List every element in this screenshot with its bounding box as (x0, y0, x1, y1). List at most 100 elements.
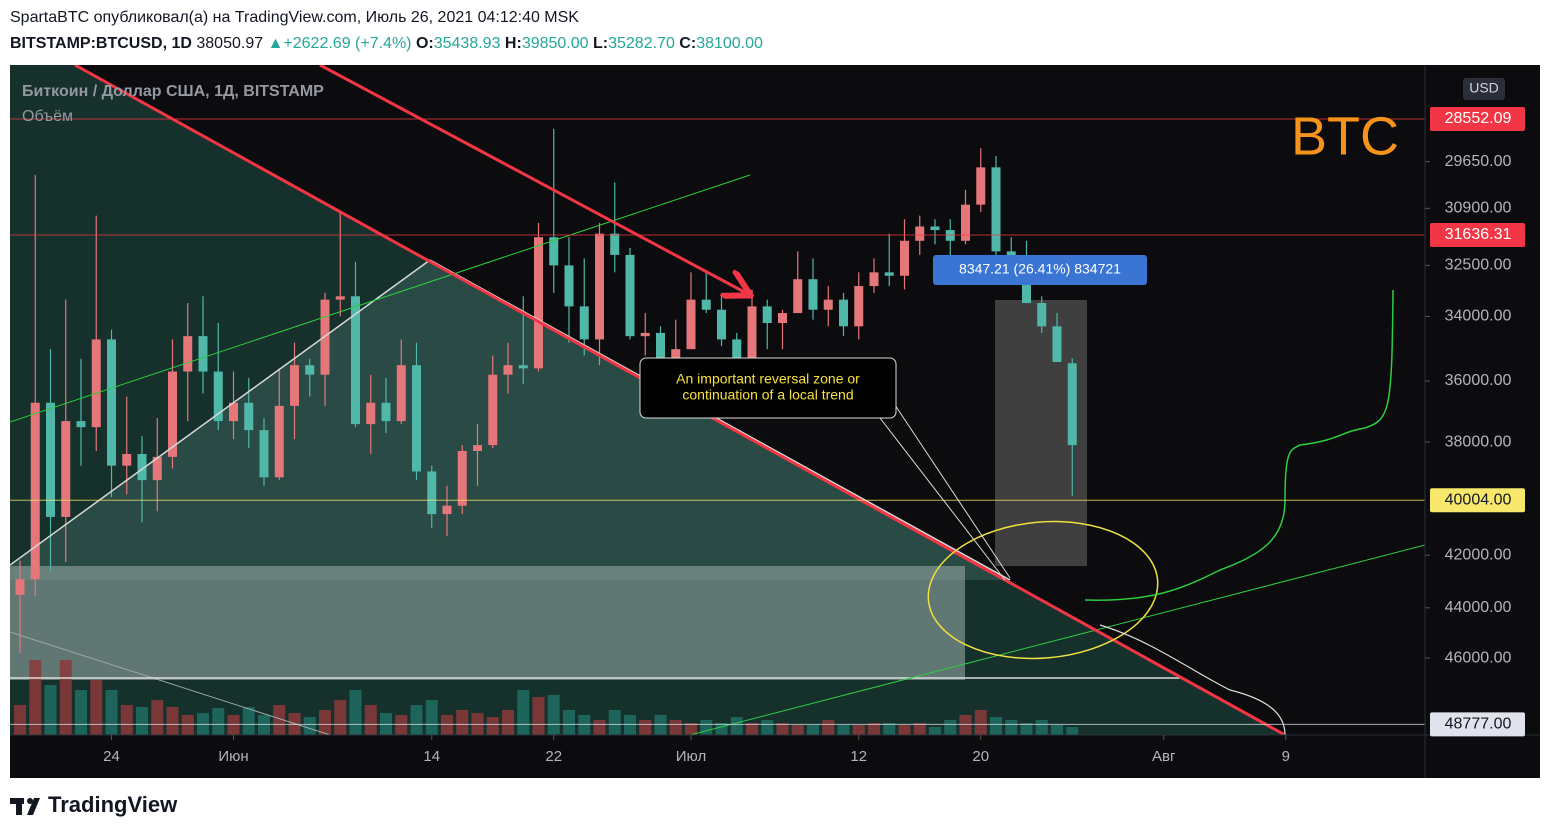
volume-bar (1020, 723, 1033, 735)
ohlc-label: L: (593, 35, 608, 52)
green-line (689, 544, 1425, 735)
candle-body (503, 365, 513, 375)
candle-body (290, 365, 299, 406)
y-tick-label: 44000.00 (1445, 599, 1512, 616)
volume-bar (258, 715, 270, 735)
candle-body (91, 339, 101, 428)
volume-bar (837, 725, 850, 735)
measure-label-box (933, 255, 1147, 285)
y-tick-label: 32500.00 (1445, 257, 1512, 274)
ohlc-value: 35282.70 (608, 35, 675, 52)
candle-body (473, 445, 482, 452)
arrow: ▲ (268, 35, 284, 52)
volume-bar (517, 690, 530, 735)
volume-bar (75, 690, 87, 735)
volume-bar (14, 705, 26, 735)
symbol-line: BITSTAMP:BTCUSD, 1D 38050.97 ▲+2622.69 (… (10, 35, 763, 52)
volume-bar (273, 705, 286, 735)
ohlc-label: O: (416, 35, 434, 52)
candle-body (900, 240, 909, 276)
price-level-badge (1430, 712, 1525, 737)
candle-body (442, 505, 452, 515)
volume-bar (685, 723, 697, 735)
candle-body (381, 402, 391, 422)
price-level-badge (1430, 488, 1525, 513)
legend-title: Биткоин / Доллар США, 1Д, BITSTAMP (22, 83, 324, 100)
candle-body (1006, 251, 1016, 259)
candle-body (46, 402, 55, 517)
volume-bar (929, 727, 941, 735)
volume-bar (761, 720, 774, 735)
candle-body (915, 226, 925, 241)
volume-bar (669, 720, 682, 735)
volume-bar (913, 723, 926, 735)
x-tick-label: 9 (1282, 748, 1290, 765)
candle-body (30, 402, 40, 580)
volume-bar (654, 715, 667, 735)
volume-bar (639, 720, 652, 735)
candle-body (427, 471, 437, 515)
change: +2622.69 (+7.4%) (283, 35, 411, 52)
volume-bar (212, 708, 225, 735)
candle-body (793, 279, 803, 314)
logo (10, 798, 40, 815)
volume-bar (1051, 725, 1063, 735)
candle-body (488, 374, 498, 446)
volume-bar (181, 715, 194, 735)
volume-bar (593, 720, 606, 735)
last-price: 38050.97 (196, 35, 263, 52)
candle-body (305, 365, 315, 375)
volume-bar (532, 697, 545, 735)
volume-bar (974, 710, 987, 735)
candle-body (76, 421, 86, 428)
trend-line (10, 631, 331, 735)
callout-line (894, 404, 1011, 579)
volume-bar (898, 725, 911, 735)
callout-line (879, 417, 1006, 581)
price-level-badge (1430, 107, 1525, 132)
x-tick-label: Июл (676, 748, 706, 765)
volume-bar (410, 705, 423, 735)
volume-bar (700, 720, 713, 735)
ohlc-value: 39850.00 (522, 35, 589, 52)
volume-bar (624, 715, 636, 735)
x-tick-label: 20 (972, 748, 989, 765)
candle-body (412, 365, 421, 472)
candle-body (732, 339, 742, 359)
candle-body (701, 299, 711, 310)
arrow-line (319, 65, 748, 294)
volume-bar (29, 660, 42, 735)
volume-bar (944, 720, 957, 735)
price-level-label: 48777.00 (1445, 716, 1512, 733)
volume-bar (59, 660, 72, 735)
candle-body (1052, 326, 1062, 363)
author-line: SpartaBTC опубликовал(а) на TradingView.… (10, 9, 579, 26)
candle-body (183, 336, 193, 372)
candle-body (961, 204, 970, 241)
volume-bar (791, 725, 804, 735)
volume-bar (608, 710, 621, 735)
candle-body (808, 279, 818, 310)
measure-label: 8347.21 (26.41%) 834721 (959, 261, 1121, 277)
ohlc-label: H: (505, 35, 522, 52)
drawings: An important reversal zone or continuati… (10, 65, 1425, 735)
candle-body (15, 579, 25, 595)
candle-body (610, 233, 620, 255)
candle-body (198, 336, 208, 372)
trend-line (10, 259, 431, 566)
x-tick-label: 14 (423, 748, 440, 765)
range-box (10, 566, 965, 680)
candle-body (122, 453, 132, 466)
y-tick-label: 30900.00 (1445, 200, 1512, 217)
candle-body (259, 430, 269, 478)
volume-bar (852, 725, 865, 735)
candle-body (762, 306, 772, 324)
x-tick-label: 24 (103, 748, 120, 765)
candle-body (640, 332, 650, 337)
volume-bar (319, 710, 331, 735)
price-level-badge (1430, 222, 1525, 247)
volume-bar (136, 707, 148, 735)
brand: TradingView (48, 792, 178, 817)
candle-body (930, 226, 940, 231)
candle-body (625, 254, 635, 337)
